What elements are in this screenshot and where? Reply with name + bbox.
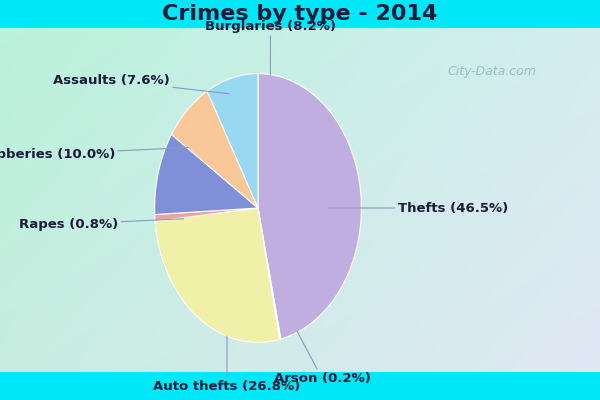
Wedge shape bbox=[155, 208, 280, 342]
Text: Rapes (0.8%): Rapes (0.8%) bbox=[19, 218, 184, 231]
Text: Thefts (46.5%): Thefts (46.5%) bbox=[328, 202, 508, 214]
Text: Auto thefts (26.8%): Auto thefts (26.8%) bbox=[154, 336, 301, 393]
Text: Crimes by type - 2014: Crimes by type - 2014 bbox=[163, 4, 437, 24]
Text: Assaults (7.6%): Assaults (7.6%) bbox=[53, 74, 229, 94]
Text: Burglaries (8.2%): Burglaries (8.2%) bbox=[205, 20, 336, 75]
Wedge shape bbox=[258, 74, 361, 339]
Text: City-Data.com: City-Data.com bbox=[448, 66, 536, 78]
Wedge shape bbox=[207, 74, 258, 208]
Text: Arson (0.2%): Arson (0.2%) bbox=[274, 332, 371, 385]
Wedge shape bbox=[258, 208, 281, 340]
Wedge shape bbox=[155, 134, 258, 214]
Wedge shape bbox=[155, 208, 258, 221]
Text: Robberies (10.0%): Robberies (10.0%) bbox=[0, 148, 188, 161]
Wedge shape bbox=[172, 91, 258, 208]
